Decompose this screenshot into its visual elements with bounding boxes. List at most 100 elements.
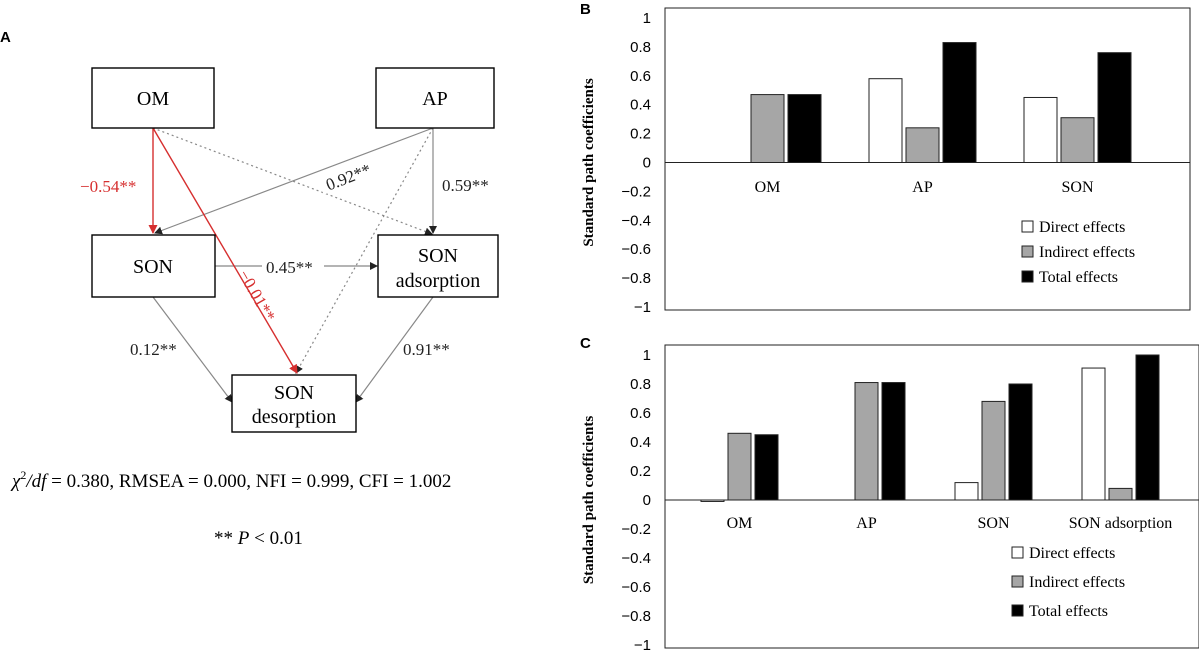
coef-adsorption-desorption: 0.91** [403,340,450,359]
path-son-desorption [152,296,233,403]
node-ap-label: AP [422,88,448,110]
y-tick-label: 1 [643,347,651,364]
category-label: AP [912,179,933,196]
y-tick-label: 0.4 [630,97,651,114]
y-tick-label: −0.8 [621,270,651,287]
legend-swatch [1021,245,1034,258]
fit-chi-sup: 2 [20,468,26,482]
fit-chi: χ [10,471,21,492]
bar-total-effects [881,382,906,501]
y-tick-label: 0.8 [630,376,651,393]
legend-swatch [1011,604,1024,617]
panel-label-c: C [580,335,591,352]
y-tick-label: −0.4 [621,550,651,567]
category-label: SON [977,515,1009,532]
node-ap: AP [375,67,495,129]
legend-swatch [1021,220,1034,233]
bar-direct-effects [700,499,725,502]
y-tick-label: −0.2 [621,183,651,200]
y-tick-label: −0.2 [621,521,651,538]
bar-indirect-effects [981,400,1006,501]
bar-indirect-effects [1108,487,1133,501]
category-label: OM [755,179,781,196]
legend-swatch [1021,270,1034,283]
node-om: OM [91,67,215,129]
coef-om-son: −0.54** [80,177,136,196]
bar-indirect-effects [727,432,752,501]
y-tick-label: −0.8 [621,608,651,625]
chart-b: 1 0.8 0.6 0.4 0.2 0 −0.2 −0.4 −0.6 −0.8 −1 Standard… [581,7,1191,316]
panel-label-b: B [580,1,591,18]
coef-son-adsorption: 0.45** [266,258,313,277]
path-ap-son [154,127,434,235]
y-tick-label: −0.4 [621,212,651,229]
coef-son-adsorption-bg [262,256,324,276]
bar-indirect-effects [854,382,879,501]
legend-label: Direct effects [1039,219,1125,236]
node-son-desorption: SON desorption [231,374,357,433]
bar-total-effects [787,94,822,163]
legend-swatch [1011,575,1024,588]
bar-indirect-effects [905,127,940,163]
y-tick-label: 0 [643,155,651,172]
y-tick-label: 0 [643,492,651,509]
y-tick-label: −0.6 [621,241,651,258]
panel-label-a: A [0,29,11,46]
category-label: AP [856,515,877,532]
y-tick-label: 0.2 [630,463,651,480]
node-om-label: OM [137,88,169,110]
y-tick-label: −1 [634,637,651,654]
y-axis-label: Standard path coefficients [581,416,597,584]
node-son-adsorption-label-2: adsorption [396,270,480,292]
bar-total-effects [1008,383,1033,501]
legend-label: Total effects [1039,269,1118,286]
bar-total-effects [942,42,977,163]
plot-frame [664,344,1199,649]
y-axis-label: Standard path coefficients [581,78,597,246]
node-son-label: SON [133,256,173,278]
category-label: OM [727,515,753,532]
bar-direct-effects [954,482,979,501]
bar-indirect-effects [750,94,785,163]
node-son-desorption-label-2: desorption [252,406,336,428]
bar-direct-effects [868,78,903,163]
fit-statistics: χ2/df = 0.380, RMSEA = 0.000, NFI = 0.99… [10,468,451,492]
bar-indirect-effects [1060,117,1095,163]
bar-direct-effects [1023,96,1058,163]
coef-son-desorption: 0.12** [130,340,177,359]
significance-note: ** P < 0.01 [214,528,303,549]
y-tick-label: 0.8 [630,39,651,56]
legend-label: Indirect effects [1039,244,1135,261]
node-son-desorption-label-1: SON [274,382,314,404]
fit-values: = 0.380, RMSEA = 0.000, NFI = 0.999, CFI… [46,471,451,492]
panel-b: B 1 0.8 0.6 0.4 0.2 0 −0.2 −0.4 −0.6 −0.8 −1 Standa… [580,1,1191,316]
y-tick-label: 1 [643,10,651,27]
sig-p: P [237,528,250,549]
legend-label: Direct effects [1029,545,1115,562]
category-label: SON [1061,179,1093,196]
path-om-desorption [152,127,298,374]
path-ap-desorption [295,127,434,374]
fit-df: /df [25,471,49,492]
y-tick-label: −0.6 [621,579,651,596]
coef-ap-son-bg [316,153,384,195]
node-son-adsorption-label-1: SON [418,245,458,267]
bar-total-effects [754,434,779,501]
bar-total-effects [1097,52,1132,163]
node-son-adsorption: SON adsorption [377,234,499,298]
path-nodes: OM AP SON SON adsorption SON desorption [91,67,499,433]
legend-label: Total effects [1029,603,1108,620]
sig-rest: < 0.01 [249,528,302,549]
sig-stars: ** [214,528,238,549]
panel-a: A OM [0,29,499,549]
coef-ap-adsorption: 0.59** [442,176,489,195]
node-son: SON [91,234,216,298]
y-tick-label: −1 [634,299,651,316]
legend-label: Indirect effects [1029,574,1125,591]
plot-frame [664,7,1191,311]
bar-total-effects [1135,354,1160,501]
chart-c: 1 0.8 0.6 0.4 0.2 0 −0.2 −0.4 −0.6 −0.8 −1 Standard… [581,344,1199,654]
y-tick-label: 0.2 [630,126,651,143]
panel-c: C 1 0.8 0.6 0.4 0.2 0 −0.2 −0.4 −0.6 −0.8 −1 Standa… [580,335,1199,654]
